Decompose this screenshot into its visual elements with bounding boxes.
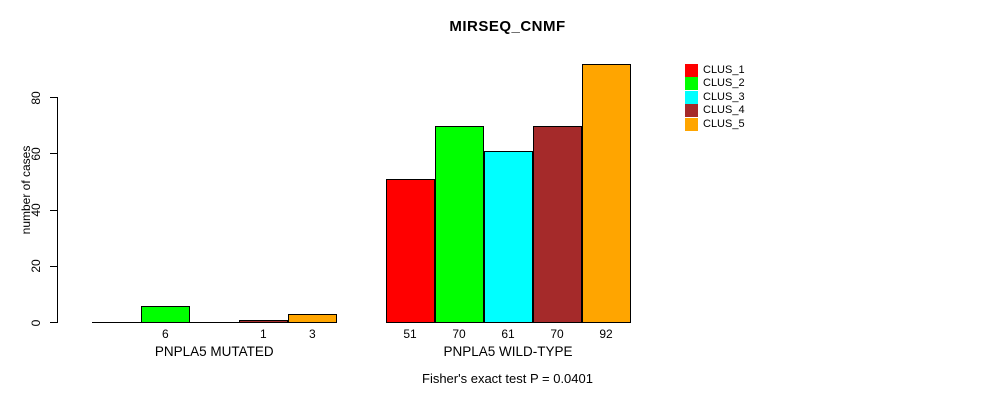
legend-item: CLUS_3 <box>685 90 745 104</box>
bar-value-label: 70 <box>550 327 564 341</box>
bar-value-label: 51 <box>403 327 417 341</box>
bar-value-label: 92 <box>599 327 613 341</box>
legend-swatch <box>685 90 698 104</box>
legend-swatch <box>685 77 698 91</box>
legend-label: CLUS_3 <box>703 90 745 103</box>
y-tick-label: 60 <box>29 147 43 161</box>
bar-value-label: 3 <box>308 327 316 341</box>
y-tick-label: 40 <box>29 203 43 217</box>
legend-label: CLUS_2 <box>703 77 745 90</box>
legend-item: CLUS_1 <box>685 64 745 77</box>
bar <box>385 179 435 323</box>
bar-value-label: 61 <box>501 327 515 341</box>
y-tick-mark <box>50 322 57 323</box>
legend-item: CLUS_2 <box>685 77 745 91</box>
bar-zero-height <box>189 321 239 323</box>
bar <box>532 125 582 323</box>
bar <box>434 125 484 323</box>
bar-value-label: 1 <box>259 327 267 341</box>
bar-value-label: 6 <box>161 327 169 341</box>
chart-title: MIRSEQ_CNMF <box>449 18 566 35</box>
bar-value-label: 70 <box>452 327 466 341</box>
bar <box>238 319 288 323</box>
legend-label: CLUS_1 <box>703 64 745 76</box>
fisher-test-note: Fisher's exact test P = 0.0401 <box>422 371 593 386</box>
y-tick-label: 20 <box>29 259 43 273</box>
bar <box>140 305 190 323</box>
legend-swatch <box>685 64 698 77</box>
y-axis-line <box>57 97 58 323</box>
bar <box>483 150 533 323</box>
legend-label: CLUS_4 <box>703 104 745 117</box>
legend-label: CLUS_5 <box>703 117 745 130</box>
y-tick-label: 80 <box>29 90 43 105</box>
y-tick-mark <box>50 97 57 98</box>
legend-item: CLUS_4 <box>685 104 745 118</box>
bar <box>581 63 631 323</box>
group-label-mutated: PNPLA5 MUTATED <box>154 344 274 359</box>
y-tick-mark <box>50 209 57 211</box>
y-tick-mark <box>50 153 57 155</box>
legend-item: CLUS_5 <box>685 117 745 131</box>
y-tick-mark <box>50 265 57 267</box>
group-label-wildtype: PNPLA5 WILD-TYPE <box>443 344 573 359</box>
bar <box>287 314 337 323</box>
y-tick-label: 0 <box>29 319 43 326</box>
bar-zero-height <box>91 321 141 323</box>
legend-swatch <box>685 117 698 131</box>
legend-swatch <box>685 104 698 118</box>
